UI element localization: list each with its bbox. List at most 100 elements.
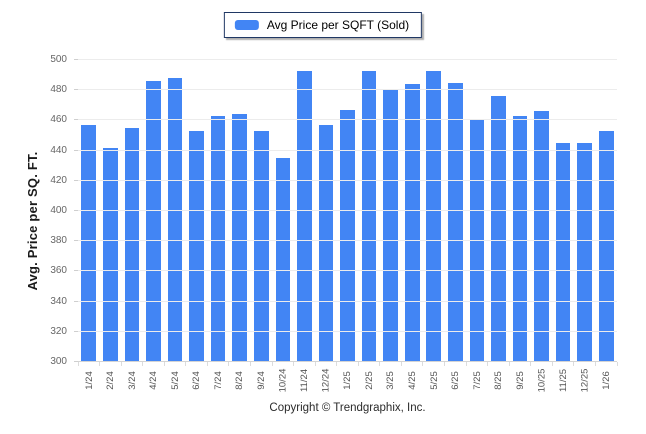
plot-area: 1/24 2/24 3/24 4/24 5/24 6/24 7/24 8/24 9/24 10/2… bbox=[74, 59, 618, 392]
bar-slot: 5/25 bbox=[423, 60, 445, 389]
x-tick-label: 4/24 bbox=[147, 370, 159, 390]
bar-1/24[interactable] bbox=[81, 124, 97, 362]
bar-slot: 4/24 bbox=[143, 60, 165, 389]
bar-10/24[interactable] bbox=[275, 158, 291, 362]
x-axis-tick bbox=[249, 362, 251, 366]
bar-2/25[interactable] bbox=[361, 70, 377, 362]
x-tick-label: 9/25 bbox=[514, 370, 526, 390]
bar-4/25[interactable] bbox=[404, 84, 420, 362]
bar-slot: 9/24 bbox=[251, 60, 273, 389]
bar-5/25[interactable] bbox=[426, 70, 442, 362]
bar-5/24[interactable] bbox=[167, 78, 183, 362]
bar-7/24[interactable] bbox=[210, 115, 226, 362]
bar-11/24[interactable] bbox=[297, 70, 312, 362]
bar-9/25[interactable] bbox=[512, 115, 528, 362]
x-tick-label: 8/24 bbox=[234, 370, 246, 390]
x-axis-tick bbox=[573, 362, 575, 366]
bar-8/25[interactable] bbox=[491, 96, 506, 362]
bar-2/24[interactable] bbox=[103, 147, 118, 362]
x-axis-tick bbox=[616, 362, 618, 366]
bar-slot: 3/25 bbox=[380, 60, 402, 389]
x-tick-label: 12/24 bbox=[320, 368, 332, 392]
bar-3/24[interactable] bbox=[124, 127, 140, 362]
x-axis-tick bbox=[293, 362, 295, 366]
gridline bbox=[74, 179, 617, 181]
x-axis-tick bbox=[314, 362, 316, 366]
x-tick-label: 7/24 bbox=[212, 370, 224, 390]
x-tick-label: 2/25 bbox=[363, 370, 375, 390]
legend-swatch-icon bbox=[234, 20, 259, 30]
bar-slot: 6/24 bbox=[186, 60, 208, 389]
bar-6/24[interactable] bbox=[189, 130, 204, 362]
bar-8/24[interactable] bbox=[232, 114, 248, 362]
x-axis-tick bbox=[551, 362, 553, 366]
x-tick-label: 6/25 bbox=[449, 370, 461, 390]
x-axis-tick bbox=[142, 362, 144, 366]
bar-slot: 12/24 bbox=[315, 60, 337, 392]
gridline bbox=[74, 210, 617, 211]
chart-legend[interactable]: Avg Price per SQFT (Sold) bbox=[223, 12, 423, 38]
x-axis-tick bbox=[508, 362, 510, 366]
x-tick-label: 6/24 bbox=[191, 370, 203, 390]
y-tick-label: 460 bbox=[50, 114, 67, 126]
y-tick-label: 360 bbox=[50, 265, 67, 277]
bar-slot: 8/25 bbox=[488, 60, 510, 389]
x-tick-label: 12/25 bbox=[579, 368, 591, 392]
gridline bbox=[74, 149, 617, 151]
y-tick-label: 400 bbox=[50, 205, 67, 216]
bar-12/25[interactable] bbox=[577, 143, 593, 362]
y-tick-label: 480 bbox=[50, 84, 67, 96]
x-axis-tick bbox=[594, 362, 596, 366]
bar-1/26[interactable] bbox=[598, 130, 614, 362]
bar-9/24[interactable] bbox=[253, 130, 269, 362]
y-tick-label: 500 bbox=[50, 54, 67, 65]
x-tick-label: 5/25 bbox=[428, 370, 440, 390]
y-tick-label: 320 bbox=[50, 325, 67, 337]
bar-slot: 4/25 bbox=[401, 60, 423, 389]
x-axis-tick bbox=[357, 362, 359, 366]
bar-slot: 12/25 bbox=[574, 60, 596, 392]
bar-slot: 1/26 bbox=[596, 60, 618, 389]
bar-1/25[interactable] bbox=[340, 109, 355, 362]
bar-slot: 6/25 bbox=[445, 60, 467, 389]
bar-slot: 10/25 bbox=[531, 60, 553, 392]
x-tick-label: 7/25 bbox=[471, 370, 483, 390]
bar-slot: 7/24 bbox=[207, 60, 229, 389]
y-axis-tick-labels: 300 320 340 360 380 400 420 440 460 480 500 bbox=[0, 54, 72, 367]
x-axis-tick bbox=[444, 362, 446, 366]
gridline bbox=[74, 59, 617, 60]
y-tick-label: 300 bbox=[50, 356, 67, 367]
x-tick-label: 9/24 bbox=[255, 370, 267, 390]
bar-11/25[interactable] bbox=[555, 143, 571, 362]
bar-slot: 11/25 bbox=[552, 60, 574, 392]
x-tick-label: 4/25 bbox=[406, 370, 418, 390]
bar-6/25[interactable] bbox=[448, 82, 463, 362]
bar-slot: 7/25 bbox=[466, 60, 488, 389]
x-axis-line bbox=[74, 361, 617, 362]
bar-12/24[interactable] bbox=[318, 124, 334, 362]
x-axis-tick bbox=[99, 362, 101, 366]
x-axis-tick bbox=[336, 362, 338, 366]
x-tick-label: 3/24 bbox=[126, 370, 138, 390]
copyright-text: Copyright © Trendgraphix, Inc. bbox=[269, 402, 426, 414]
bar-slot: 1/25 bbox=[337, 60, 359, 389]
bar-4/24[interactable] bbox=[146, 81, 161, 362]
gridline bbox=[74, 89, 617, 91]
x-axis-tick bbox=[271, 362, 273, 366]
bar-slot: 5/24 bbox=[164, 60, 186, 389]
x-axis-tick bbox=[379, 362, 381, 366]
x-axis-tick bbox=[120, 362, 122, 366]
x-axis-tick bbox=[400, 362, 402, 366]
x-tick-label: 2/24 bbox=[104, 370, 116, 390]
x-axis-tick bbox=[228, 362, 230, 366]
bar-3/25[interactable] bbox=[383, 88, 398, 362]
y-tick-label: 340 bbox=[50, 295, 67, 307]
x-axis-tick bbox=[163, 362, 165, 366]
x-tick-label: 10/24 bbox=[277, 368, 289, 392]
x-tick-label: 1/25 bbox=[342, 370, 354, 390]
bar-10/25[interactable] bbox=[534, 111, 549, 362]
x-tick-label: 3/25 bbox=[385, 370, 397, 390]
gridline bbox=[74, 300, 617, 302]
bar-slot: 2/24 bbox=[100, 60, 122, 389]
